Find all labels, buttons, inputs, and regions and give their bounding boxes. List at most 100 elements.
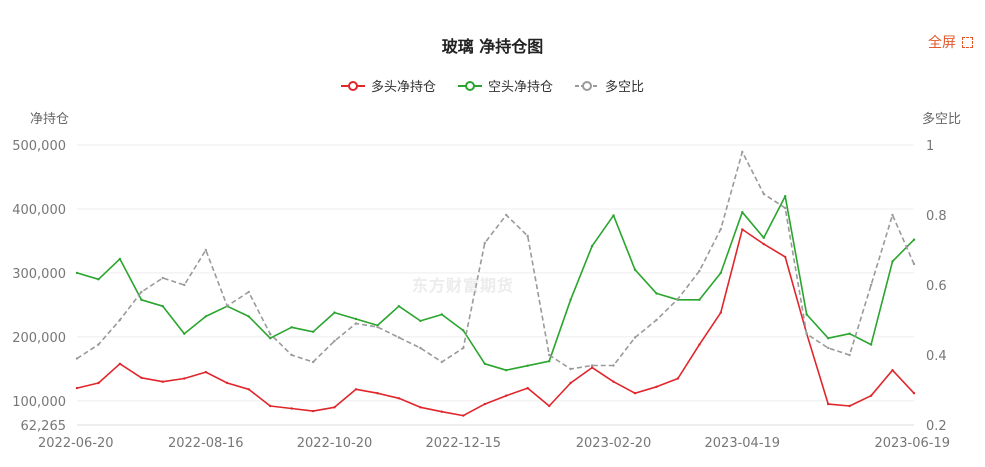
data-point (762, 192, 765, 196)
y-right-tick-label: 0.6 (926, 279, 947, 294)
data-point (891, 260, 894, 263)
data-point (548, 360, 551, 363)
data-point (741, 211, 744, 214)
data-point (526, 386, 529, 390)
data-point (655, 385, 658, 388)
data-point (869, 283, 873, 287)
series-ratio-line (76, 151, 915, 370)
data-point (75, 271, 79, 275)
data-point (354, 322, 358, 325)
data-point (719, 271, 722, 275)
legend-item-ratio[interactable]: 多空比 (575, 76, 644, 95)
data-point (912, 262, 916, 266)
data-point (376, 325, 379, 329)
data-point (848, 353, 851, 357)
data-point (869, 343, 873, 346)
legend-label-long: 多头净持仓 (370, 80, 436, 95)
data-point (419, 346, 422, 350)
legend-label-ratio: 多空比 (605, 80, 645, 95)
data-point (505, 369, 508, 372)
y-right-tick-label: 0.8 (926, 209, 947, 224)
data-point (247, 315, 250, 318)
data-point (612, 380, 615, 383)
data-point (204, 370, 207, 374)
data-point (548, 353, 551, 357)
data-point (891, 369, 894, 372)
data-point (204, 315, 207, 318)
series-short-line (76, 195, 915, 372)
watermark: 东方财富期货 (412, 276, 515, 295)
series-layer (75, 150, 916, 417)
data-point (827, 346, 830, 350)
y-right-tick-label: 0.2 (926, 419, 947, 434)
fullscreen-button[interactable]: 全屏 (928, 32, 973, 52)
legend-swatch-short (457, 80, 482, 92)
data-point (633, 336, 637, 339)
data-point (698, 269, 701, 273)
data-point (247, 290, 250, 294)
data-point (848, 404, 851, 408)
data-point (161, 276, 164, 280)
data-point (891, 213, 894, 217)
data-point (140, 290, 143, 294)
data-point (462, 414, 465, 417)
data-point (633, 392, 637, 395)
data-point (419, 406, 422, 409)
x-tick-label: 2022-08-16 (168, 436, 244, 451)
series-long-line (76, 228, 915, 417)
data-point (311, 360, 315, 364)
data-point (118, 257, 122, 261)
data-point (762, 242, 765, 246)
data-point (226, 304, 229, 308)
data-point (269, 404, 272, 408)
x-tick-label: 2023-06-19 (874, 436, 950, 451)
data-point (548, 404, 551, 408)
data-point (612, 214, 615, 217)
y-right-tick-label: 0.4 (926, 349, 947, 364)
x-tick-label: 2022-06-20 (38, 436, 114, 451)
x-tick-label: 2022-10-20 (297, 436, 373, 451)
data-point (805, 332, 808, 336)
data-point (397, 305, 401, 308)
data-point (698, 298, 701, 301)
legend-item-long[interactable]: 多头净持仓 (340, 76, 436, 95)
data-point (784, 206, 787, 210)
data-point (354, 317, 358, 321)
data-point (676, 377, 680, 380)
legend-item-short[interactable]: 空头净持仓 (457, 76, 553, 95)
y-right-tick-label: 1 (926, 139, 934, 154)
y-left-tick-label: 500,000 (12, 139, 66, 154)
data-point (290, 407, 293, 410)
data-point (483, 241, 486, 245)
data-point (397, 397, 401, 400)
data-point (719, 311, 722, 314)
data-point (633, 268, 637, 271)
data-point (183, 377, 186, 380)
expand-icon (962, 36, 973, 48)
data-point (183, 332, 186, 335)
data-point (333, 406, 336, 409)
data-point (569, 298, 572, 301)
data-point (655, 292, 658, 295)
data-point (97, 343, 100, 346)
data-point (311, 409, 315, 413)
data-point (397, 336, 401, 339)
y-axis-right-title: 多空比 (922, 112, 962, 127)
data-point (505, 394, 508, 397)
data-point (741, 150, 744, 154)
data-point (805, 313, 808, 316)
data-point (226, 381, 229, 385)
legend-swatch-ratio (575, 80, 599, 92)
data-point (590, 244, 594, 248)
data-point (440, 410, 443, 413)
x-tick-label: 2022-12-15 (426, 436, 502, 451)
y-left-tick-label: 100,000 (12, 395, 66, 410)
x-axis: 2022-06-20 2022-08-16 2022-10-20 2022-12-15… (38, 424, 950, 451)
chart-title: 玻璃 净持仓图 (441, 37, 544, 56)
data-point (483, 402, 486, 406)
data-point (333, 311, 336, 314)
data-point (354, 388, 358, 391)
data-point (655, 318, 658, 322)
data-point (161, 380, 164, 383)
